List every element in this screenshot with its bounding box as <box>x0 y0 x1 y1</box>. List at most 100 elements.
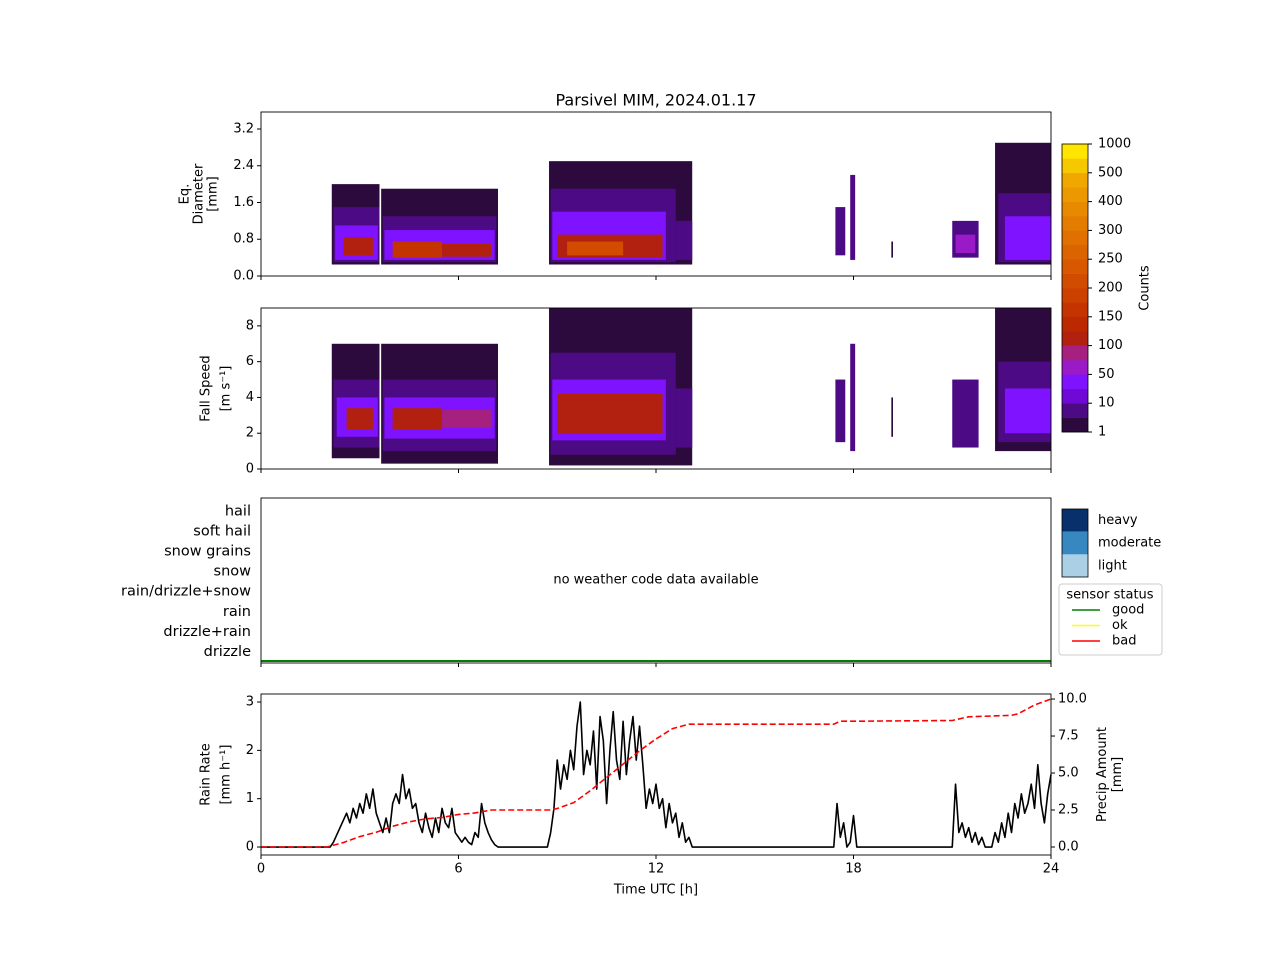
y-tick-label: 3 <box>246 695 254 710</box>
category-label: soft hail <box>193 523 251 539</box>
axis-label: [m s⁻¹] <box>219 366 234 412</box>
axis-label: Precip Amount <box>1095 727 1110 822</box>
colorbar-segment <box>1062 331 1088 346</box>
category-label: drizzle+rain <box>163 624 251 640</box>
x-tick-label: 12 <box>648 862 665 877</box>
heat-cell <box>1004 216 1051 260</box>
axis-label: Diameter <box>192 163 207 224</box>
legend-label: good <box>1112 603 1144 618</box>
data-line <box>261 701 1052 848</box>
heat-cell <box>891 397 893 437</box>
legend-frame <box>1061 508 1089 578</box>
colorbar-segment <box>1062 230 1088 246</box>
heat-cell <box>343 236 373 256</box>
colorbar-segment <box>1062 345 1088 361</box>
x-tick-label: 6 <box>454 862 462 877</box>
axis-label: Eq. <box>178 184 193 205</box>
x-tick-label: 0 <box>257 862 265 877</box>
y-tick-label: 0.8 <box>233 232 254 247</box>
y2-tick-label: 0.0 <box>1058 840 1079 855</box>
colorbar-segment <box>1062 288 1088 303</box>
y2-tick-label: 7.5 <box>1058 729 1079 744</box>
x-tick-label: 24 <box>1043 862 1060 877</box>
data-line <box>261 698 1052 848</box>
heat-cell <box>675 220 693 260</box>
axis-label: [mm] <box>1110 757 1125 792</box>
category-label: snow grains <box>164 544 251 560</box>
category-label: rain/drizzle+snow <box>121 584 251 600</box>
y2-tick-label: 5.0 <box>1058 766 1079 781</box>
y2-tick-label: 10.0 <box>1058 692 1087 707</box>
axis-label: Rain Rate <box>199 743 214 806</box>
y-tick-label: 2.4 <box>233 158 254 173</box>
legend-label: light <box>1098 558 1127 573</box>
category-label: drizzle <box>204 644 251 660</box>
legend-title: sensor status <box>1066 588 1153 603</box>
y-tick-label: 3.2 <box>233 121 254 136</box>
colorbar-segment <box>1062 360 1088 375</box>
heat-cell <box>955 234 976 254</box>
y2-tick-label: 2.5 <box>1058 803 1079 818</box>
colorbar-segment <box>1062 201 1088 217</box>
legend-swatch <box>1062 531 1088 555</box>
axis-label: Fall Speed <box>199 355 214 421</box>
y-tick-label: 0 <box>246 462 254 477</box>
heat-cell <box>850 343 856 452</box>
y-tick-label: 2 <box>246 743 254 758</box>
heat-cell <box>346 408 373 430</box>
colorbar-segment <box>1062 273 1088 289</box>
colorbar-segment <box>1062 187 1088 202</box>
colorbar-tick-label: 150 <box>1098 309 1123 324</box>
category-label: snow <box>214 564 252 580</box>
legend-swatch <box>1062 509 1088 532</box>
annotation: no weather code data available <box>553 573 758 588</box>
colorbar-segment <box>1062 316 1088 332</box>
colorbar-tick-label: 200 <box>1098 281 1123 296</box>
colorbar-label: Counts <box>1138 265 1153 311</box>
colorbar-tick-label: 300 <box>1098 223 1123 238</box>
legend-box <box>1058 583 1163 656</box>
colorbar-tick-label: 50 <box>1098 367 1115 382</box>
legend-swatch <box>1062 554 1088 578</box>
category-label: hail <box>225 503 251 519</box>
heat-cell <box>850 174 856 260</box>
heat-cell <box>442 243 492 257</box>
legend-label: heavy <box>1098 513 1138 528</box>
y-tick-label: 0.0 <box>233 269 254 284</box>
colorbar-segment <box>1062 244 1088 260</box>
colorbar-tick-label: 1000 <box>1098 137 1131 152</box>
colorbar-segment <box>1062 259 1088 274</box>
category-label: rain <box>223 604 251 620</box>
heat-cell <box>567 241 624 256</box>
x-tick-label: 18 <box>845 862 862 877</box>
chart-title: Parsivel MIM, 2024.01.17 <box>555 91 756 110</box>
colorbar-tick-label: 100 <box>1098 338 1123 353</box>
heat-cell <box>891 241 893 258</box>
colorbar-tick-label: 250 <box>1098 252 1123 267</box>
colorbar-segment <box>1062 417 1088 433</box>
y-tick-label: 4 <box>246 390 254 405</box>
x-axis-label: Time UTC [h] <box>613 883 698 898</box>
heat-cell <box>392 408 443 430</box>
colorbar-segment <box>1062 172 1088 188</box>
colorbar-segment <box>1062 158 1088 174</box>
heat-cell <box>442 409 492 428</box>
y-tick-label: 8 <box>246 318 254 333</box>
y-tick-label: 0 <box>246 840 254 855</box>
y-tick-label: 6 <box>246 354 254 369</box>
y-tick-label: 1 <box>246 791 254 806</box>
colorbar-segment <box>1062 403 1088 418</box>
colorbar-segment <box>1062 374 1088 390</box>
heat-cell <box>835 207 846 256</box>
heat-cell <box>557 393 663 434</box>
colorbar-tick-label: 1 <box>1098 425 1106 440</box>
colorbar-segment <box>1062 144 1088 159</box>
axis-label: [mm h⁻¹] <box>219 745 234 805</box>
heat-cell <box>952 379 979 448</box>
y-tick-label: 2 <box>246 426 254 441</box>
legend-label: ok <box>1112 618 1128 633</box>
heat-cell <box>675 388 693 448</box>
legend-label: bad <box>1112 634 1136 649</box>
heat-cell <box>392 241 443 258</box>
